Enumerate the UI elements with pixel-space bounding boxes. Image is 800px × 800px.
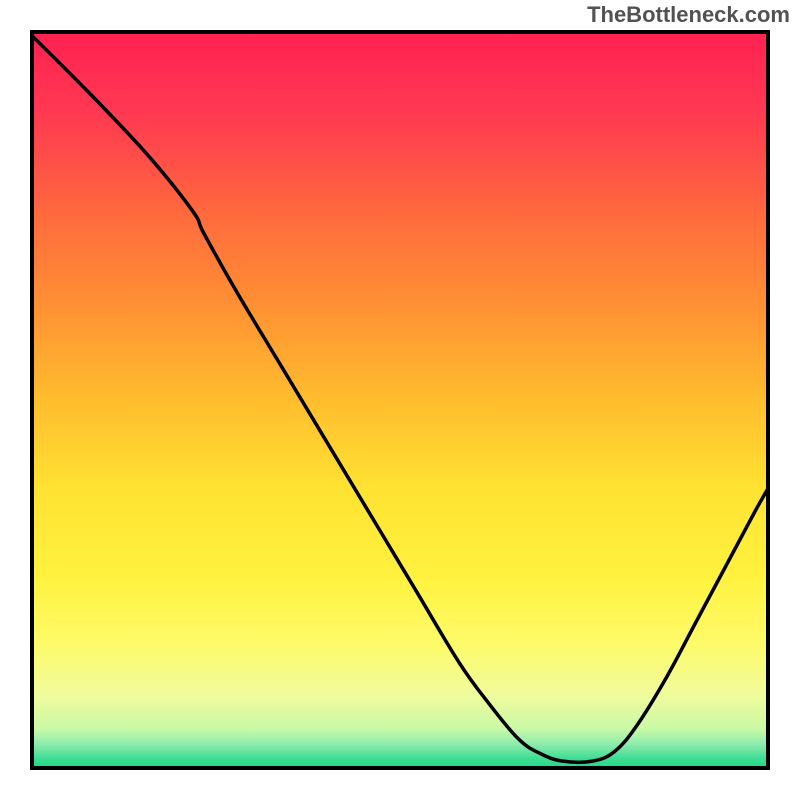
chart-area bbox=[30, 30, 770, 770]
page-root: TheBottleneck.com bbox=[0, 0, 800, 800]
chart-svg bbox=[30, 30, 770, 770]
watermark-text: TheBottleneck.com bbox=[587, 2, 790, 28]
chart-background bbox=[30, 30, 770, 770]
